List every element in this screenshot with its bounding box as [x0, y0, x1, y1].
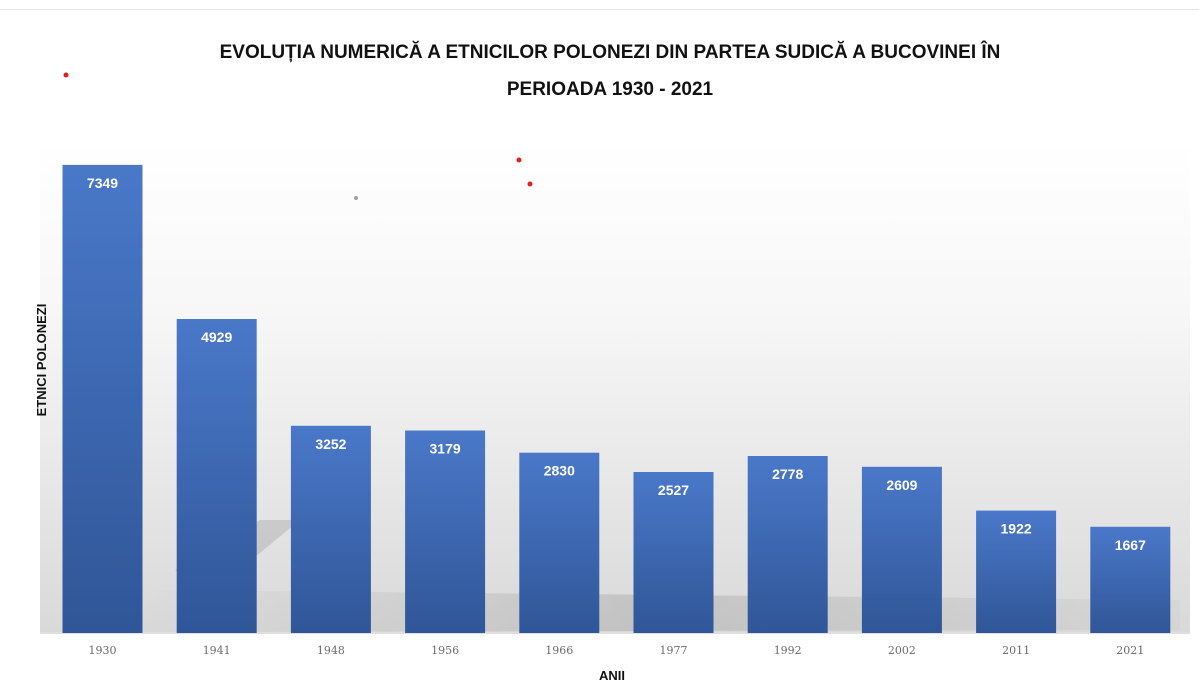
x-axis-label: ANII [599, 668, 625, 683]
x-tick-label-2011: 2011 [1002, 644, 1030, 657]
bar-1941 [176, 319, 257, 633]
chart-title-line-2: PERIOADA 1930 - 2021 [507, 79, 714, 100]
x-tick-label-1956: 1956 [431, 644, 459, 657]
value-label-1930: 7349 [87, 175, 118, 191]
decorative-dot [63, 72, 69, 78]
x-tick-label-1930: 1930 [89, 644, 117, 657]
bars-layer: 7349 1930 4929 1941 3252 1948 3179 1956 2830 1966… [62, 164, 1171, 657]
value-label-1992: 2778 [772, 466, 803, 482]
x-tick-label-1992: 1992 [774, 644, 802, 657]
x-tick-label-1966: 1966 [545, 644, 573, 657]
decorative-dot [516, 157, 522, 163]
x-tick-label-1948: 1948 [317, 644, 345, 657]
x-tick-label-2021: 2021 [1116, 644, 1144, 657]
chart-title-line-1: EVOLUȚIA NUMERICĂ A ETNICILOR POLONEZI D… [220, 41, 1001, 63]
value-label-2011: 1922 [1001, 521, 1032, 537]
value-label-1956: 3179 [430, 441, 461, 457]
decorative-dot [527, 181, 533, 187]
top-divider [0, 9, 1199, 10]
y-axis-label: ETNICI POLONEZI [34, 304, 49, 417]
x-tick-label-1941: 1941 [203, 644, 231, 657]
bar-1977 [633, 472, 714, 633]
value-label-1948: 3252 [315, 436, 346, 452]
bar-2021 [1090, 526, 1171, 633]
bar-1966 [519, 452, 600, 633]
value-label-1977: 2527 [658, 482, 689, 498]
x-tick-label-1977: 1977 [660, 644, 688, 657]
bar-1930 [62, 164, 143, 633]
bar-1948 [290, 425, 371, 633]
bar-1992 [747, 456, 828, 633]
value-label-1941: 4929 [201, 329, 232, 345]
value-label-2002: 2609 [886, 477, 917, 493]
bar-2002 [861, 466, 942, 633]
value-label-1966: 2830 [544, 463, 575, 479]
decorative-dot [354, 196, 358, 200]
value-label-2021: 1667 [1115, 537, 1146, 553]
x-tick-label-2002: 2002 [888, 644, 916, 657]
bar-1956 [405, 430, 486, 633]
bar-2011 [976, 510, 1057, 633]
